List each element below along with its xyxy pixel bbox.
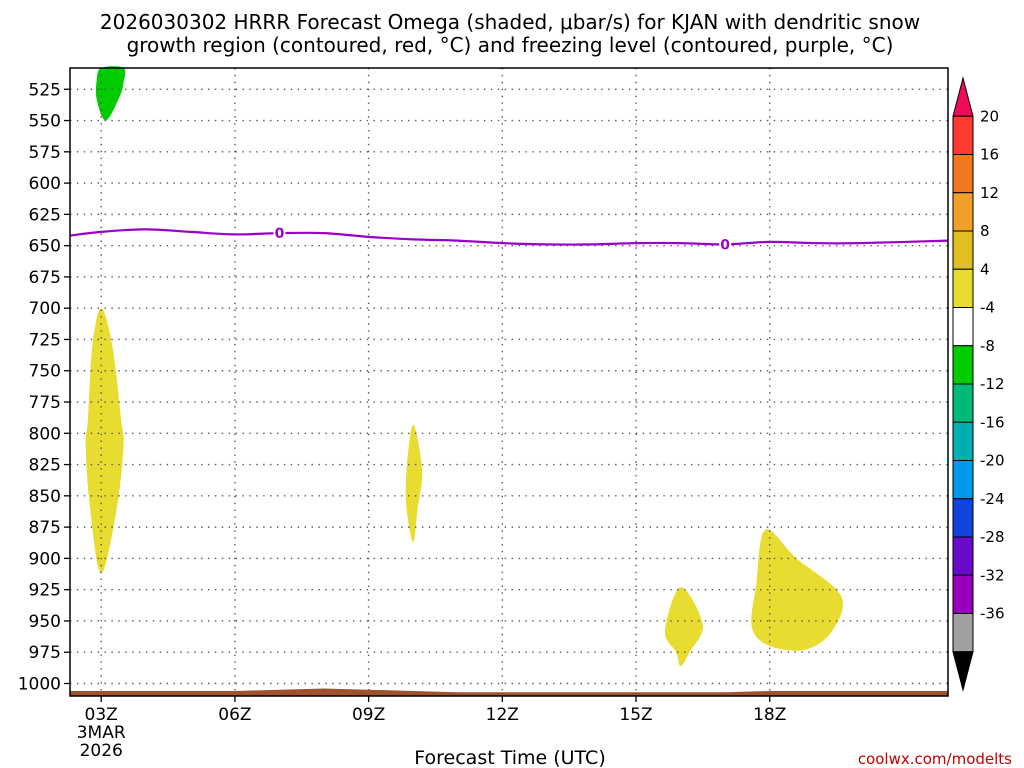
y-tick-label: 975 <box>29 643 61 663</box>
colorbar-bin <box>952 230 974 270</box>
colorbar-level-label: -4 <box>980 299 995 317</box>
x-tick-label: 06Z <box>218 705 251 725</box>
y-tick-label: 875 <box>29 518 61 538</box>
colorbar-level-label: 8 <box>980 222 990 240</box>
omega-area-2 <box>85 308 124 574</box>
x-axis-label: Forecast Time (UTC) <box>414 747 605 768</box>
y-tick-label: 850 <box>29 487 61 507</box>
y-tick-label: 900 <box>29 549 61 569</box>
y-tick-label: 675 <box>29 268 61 288</box>
y-tick-label: 950 <box>29 612 61 632</box>
colorbar-level-label: 4 <box>980 260 990 278</box>
freezing-level-label: 0 <box>720 237 730 253</box>
omega-area-4 <box>664 587 704 666</box>
colorbar-level-label: -12 <box>980 375 1005 393</box>
y-tick-label: 1000 <box>18 674 61 694</box>
freezing-level-layer: 00 <box>69 225 949 253</box>
contour-label-bg <box>719 236 732 253</box>
colorbar-top-triangle <box>952 76 974 117</box>
colorbar-level-label: 16 <box>980 146 999 164</box>
y-tick-label: 600 <box>29 174 61 194</box>
y-tick-label: 550 <box>29 112 61 132</box>
freezing-level-label: 0 <box>275 226 285 242</box>
colorbar-bin <box>952 307 974 347</box>
colorbar-level-label: -8 <box>980 337 995 355</box>
colorbar-bin <box>952 574 974 614</box>
colorbar-level-label: -16 <box>980 413 1005 431</box>
credit-text: coolwx.com/modelts <box>858 750 1012 768</box>
y-tick-label: 725 <box>29 330 61 350</box>
y-tick-label: 825 <box>29 456 61 476</box>
colorbar-bin <box>952 192 974 232</box>
y-tick-label: 650 <box>29 237 61 257</box>
omega-area-1 <box>95 66 126 121</box>
terrain-fill <box>70 688 948 696</box>
contour-label-bg <box>273 225 286 242</box>
y-tick-label: 525 <box>29 80 61 100</box>
colorbar-bin <box>952 613 974 653</box>
colorbar-level-label: -36 <box>980 605 1005 623</box>
colorbar-bin <box>952 536 974 576</box>
x-tick-label: 15Z <box>619 705 652 725</box>
y-tick-label: 925 <box>29 581 61 601</box>
omega-area-3 <box>405 424 423 543</box>
colorbar-bin <box>952 460 974 500</box>
colorbar-level-label: -28 <box>980 528 1005 546</box>
x-tick-label: 09Z <box>352 705 385 725</box>
x-tick-label: 12Z <box>486 705 519 725</box>
terrain-layer <box>70 688 948 696</box>
y-axis: 525 550 575 600 625 650 675 700 725 750 775 800 825 8… <box>18 80 70 694</box>
chart-title-line-2: growth region (contoured, red, °C) and f… <box>127 33 894 57</box>
colorbar-bin <box>952 115 974 155</box>
y-tick-label: 775 <box>29 393 61 413</box>
freezing-level-line <box>69 228 949 246</box>
plot-frame <box>69 67 949 697</box>
colorbar-bin <box>952 383 974 423</box>
x-tick-label: 18Z <box>753 705 786 725</box>
x-tick-date-label: 3MAR <box>77 723 126 743</box>
y-tick-label: 700 <box>29 299 61 319</box>
colorbar-bin <box>952 498 974 538</box>
y-tick-label: 625 <box>29 205 61 225</box>
grid-lines <box>70 68 948 696</box>
colorbar-level-label: -20 <box>980 452 1005 470</box>
y-tick-label: 800 <box>29 424 61 444</box>
colorbar-level-label: -24 <box>980 490 1005 508</box>
colorbar-bin <box>952 154 974 194</box>
colorbar-bottom-triangle <box>952 651 974 692</box>
colorbar-level-label: -32 <box>980 566 1005 584</box>
y-tick-label: 575 <box>29 143 61 163</box>
x-tick-label: 03Z <box>85 705 118 725</box>
colorbar-level-label: 12 <box>980 184 999 202</box>
colorbar-bin <box>952 345 974 385</box>
x-tick-date-label: 2026 <box>80 741 123 761</box>
colorbar-bin <box>952 421 974 461</box>
y-tick-label: 750 <box>29 362 61 382</box>
colorbar-bin <box>952 268 974 308</box>
colorbar: 20 16 12 8 4 -4 -8 -12 -16 -20 -24 -28 -32 -36 <box>952 76 1005 692</box>
chart-title-line-1: 2026030302 HRRR Forecast Omega (shaded, … <box>100 10 920 34</box>
colorbar-level-label: 20 <box>980 107 999 125</box>
